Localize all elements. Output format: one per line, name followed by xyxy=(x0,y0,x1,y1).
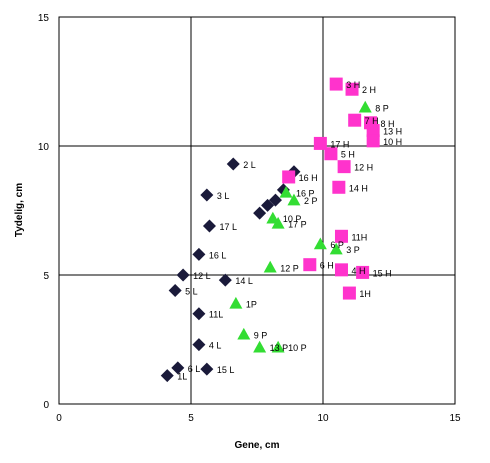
point-label: 14 L xyxy=(235,276,253,286)
diamond-marker xyxy=(171,361,185,375)
point-label: 7 H xyxy=(365,116,379,126)
diamond-marker xyxy=(160,369,174,383)
x-tick-label: 15 xyxy=(449,413,461,424)
point-label: 11H xyxy=(351,232,367,242)
point-label: 16 H xyxy=(299,173,318,183)
triangle-marker xyxy=(253,340,267,353)
diamond-marker xyxy=(226,157,240,171)
point-label: 6 H xyxy=(320,261,334,271)
point-label: 4 H xyxy=(351,266,365,276)
point-label: 16 P xyxy=(296,188,315,198)
triangle-marker xyxy=(263,260,277,273)
point-label: 2 P xyxy=(304,196,318,206)
x-tick-label: 10 xyxy=(317,413,329,424)
x-axis-label: Gene, cm xyxy=(234,440,279,451)
square-marker xyxy=(324,147,338,161)
point-labels: 2 L 3 L 17 L 16 L 12 L 14 L 5 L 11L 4 L 6 L1L 15 L… xyxy=(177,80,402,382)
point-label: 15 H xyxy=(373,268,392,278)
point-label: 10 H xyxy=(383,137,402,147)
point-label: 11L xyxy=(209,310,223,320)
point-label: 13 H xyxy=(383,127,402,137)
point-label: 12 L xyxy=(193,271,211,281)
triangle-marker xyxy=(358,100,372,113)
diamond-marker xyxy=(268,193,282,207)
square-marker xyxy=(282,170,296,184)
diamond-marker xyxy=(168,283,182,297)
triangle-marker xyxy=(271,216,285,229)
point-label: 8 H xyxy=(381,119,395,129)
point-label: 6 P xyxy=(330,240,344,250)
diamond-marker xyxy=(192,247,206,261)
point-label: 17 P xyxy=(288,219,307,229)
y-tick-label: 5 xyxy=(43,271,49,282)
square-marker xyxy=(342,286,356,300)
point-label: 16 L xyxy=(209,250,227,260)
triangle-marker xyxy=(329,242,343,255)
point-label: 1H xyxy=(359,289,371,299)
triangle-marker xyxy=(313,237,327,250)
diamond-marker xyxy=(200,188,214,202)
triangle-marker xyxy=(229,296,243,309)
triangle-marker xyxy=(237,327,251,340)
point-label: 5 L xyxy=(185,286,198,296)
triangle-marker xyxy=(266,211,280,224)
diamond-marker xyxy=(202,219,216,233)
tick-labels: 0 5 10 15 0 5 10 15 xyxy=(38,13,461,424)
point-label: 1L xyxy=(177,372,187,382)
y-tick-label: 0 xyxy=(43,400,49,411)
diamond-marker xyxy=(253,206,267,220)
x-tick-label: 5 xyxy=(188,413,194,424)
diamond-marker xyxy=(192,307,206,321)
point-label: 8 P xyxy=(375,103,389,113)
square-marker xyxy=(334,229,348,243)
square-marker xyxy=(356,265,370,279)
square-marker xyxy=(334,263,348,277)
point-label: 10 P xyxy=(283,214,302,224)
triangle-marker xyxy=(279,185,293,198)
diamond-marker xyxy=(200,362,214,376)
square-marker xyxy=(337,160,351,174)
point-label: 10 P xyxy=(288,343,307,353)
point-label: 4 L xyxy=(209,341,222,351)
point-label: 1P xyxy=(246,299,257,309)
square-marker xyxy=(303,258,317,272)
square-marker xyxy=(329,77,343,91)
triangle-marker xyxy=(287,193,301,206)
diamond-marker xyxy=(261,198,275,212)
point-label: 2 L xyxy=(243,160,256,170)
point-label: 9 P xyxy=(254,330,268,340)
point-label: 12 P xyxy=(280,263,299,273)
square-marker xyxy=(313,136,327,150)
square-marker xyxy=(366,134,380,148)
point-label: 2 H xyxy=(362,85,376,95)
point-label: 3 H xyxy=(346,80,360,90)
x-tick-label: 0 xyxy=(56,413,62,424)
point-label: 17 L xyxy=(219,222,237,232)
y-tick-label: 15 xyxy=(38,13,50,24)
square-marker xyxy=(332,180,346,194)
point-label: 3 P xyxy=(346,245,360,255)
point-label: 13 P xyxy=(270,343,289,353)
point-label: 5 H xyxy=(341,150,355,160)
square-marker xyxy=(345,82,359,96)
grid-lines xyxy=(59,17,455,404)
data-points xyxy=(160,77,380,383)
point-label: 14 H xyxy=(349,183,368,193)
point-label: 12 H xyxy=(354,163,373,173)
square-marker xyxy=(366,124,380,138)
diamond-marker xyxy=(218,273,232,287)
triangle-marker xyxy=(271,340,285,353)
square-marker xyxy=(348,113,362,127)
point-label: 17 H xyxy=(330,139,349,149)
point-label: 3 L xyxy=(217,191,230,201)
diamond-marker xyxy=(192,338,206,352)
diamond-marker xyxy=(176,268,190,282)
y-tick-label: 10 xyxy=(38,142,50,153)
point-label: 15 L xyxy=(217,365,235,375)
point-label: 6 L xyxy=(188,364,201,374)
y-axis-label: Tydelig, cm xyxy=(14,183,25,237)
